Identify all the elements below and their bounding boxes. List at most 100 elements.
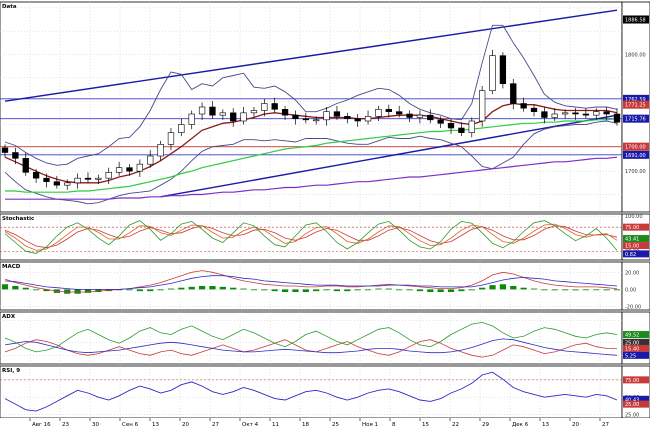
x-axis-label: Сен 6: [122, 422, 139, 428]
price-label-box: [623, 100, 649, 109]
candle-body: [385, 109, 392, 112]
candle-body: [530, 107, 538, 112]
adx-value-box: [623, 338, 649, 346]
di-minus-line: [4, 339, 617, 358]
candle-body: [510, 83, 517, 104]
macd-histogram-bar: [261, 289, 268, 291]
candle-body: [364, 116, 372, 122]
macd-histogram-bar: [479, 287, 486, 290]
candle-body: [84, 177, 92, 180]
x-axis-label: 27: [602, 422, 609, 428]
macd-histogram-bar: [136, 289, 143, 292]
macd-histogram-bar: [147, 289, 154, 292]
stochastic-plot-area: [0, 213, 623, 261]
x-axis-label: 22: [452, 422, 459, 428]
macd-histogram-bar: [22, 287, 29, 290]
macd-histogram-bar: [427, 289, 434, 292]
ma-mid-line: [5, 118, 618, 193]
x-axis-label: 8: [392, 422, 396, 428]
rsi-line: [4, 371, 618, 412]
candle-body: [572, 112, 579, 115]
trend-line: [160, 114, 618, 198]
rsi-value-label: 75.00: [625, 378, 639, 384]
trend-line: [4, 9, 618, 102]
candle-body: [447, 123, 455, 129]
macd-histogram-bar: [313, 289, 320, 292]
candle-body: [64, 182, 71, 186]
stoch-value-label: 0.82: [625, 252, 636, 258]
stoch-d-line: [4, 223, 618, 251]
candle-body: [219, 112, 226, 116]
adx-value-box: [623, 331, 649, 339]
candle-body: [43, 177, 50, 182]
candle-body: [561, 112, 569, 115]
candle-body: [344, 116, 351, 119]
macd-histogram-bar: [209, 286, 216, 290]
adx-value-label: 49.52: [625, 333, 639, 339]
candle-body: [178, 124, 185, 133]
x-axis-label: Окт 4: [242, 422, 259, 428]
adx-value-box: [623, 351, 649, 359]
x-axis-area: [0, 418, 650, 428]
candle-body: [551, 113, 558, 118]
rsi-value-label: 25.00: [625, 402, 639, 408]
macd-histogram-bar: [33, 289, 40, 291]
macd-histogram-bar: [375, 288, 382, 290]
stoch-value-label: 43.41: [625, 237, 639, 243]
macd-histogram-bar: [323, 289, 330, 291]
macd-histogram-bar: [499, 284, 507, 290]
panel-title-data: Data: [2, 4, 17, 10]
adx-value-label: 15.40: [625, 346, 639, 352]
candle-body: [198, 106, 206, 115]
x-axis-label: 13: [542, 422, 549, 428]
macd-histogram-bar: [157, 289, 164, 291]
macd-histogram-bar: [178, 287, 185, 290]
stoch-value-box: [623, 250, 649, 258]
macd-histogram-bar: [582, 289, 589, 291]
x-axis-label: 18: [302, 422, 309, 428]
candle-body: [1, 147, 9, 153]
candle-body: [603, 111, 610, 115]
price-label: 1771.25: [625, 103, 646, 109]
x-axis-label: Ноя 1: [362, 422, 378, 428]
x-axis-label: 11: [272, 422, 279, 428]
candle-body: [188, 113, 195, 125]
bollinger-upper-line: [4, 24, 618, 166]
macd-histogram-bar: [562, 289, 569, 291]
stoch-y-tick-label: 100.00: [625, 214, 643, 220]
candle-body: [489, 55, 496, 91]
x-axis-label: 25: [332, 422, 339, 428]
macd-histogram-bar: [437, 289, 444, 292]
candle-body: [240, 112, 247, 122]
rsi-axis-area: [621, 365, 650, 419]
macd-histogram-bar: [271, 289, 278, 292]
adx-value-box: [623, 344, 649, 352]
x-axis-label: 27: [212, 422, 219, 428]
candle-body: [323, 111, 330, 121]
macd-histogram-bar: [188, 286, 195, 290]
candle-body: [396, 111, 403, 115]
macd-histogram-bar: [520, 287, 527, 290]
adx-value-label: 5.25: [625, 353, 636, 359]
candle-body: [593, 111, 600, 116]
candle-body: [354, 118, 361, 122]
adx-value-label: 25.00: [625, 340, 639, 346]
data-y-tick-label: 1800.00: [625, 53, 646, 59]
candle-body: [416, 114, 424, 118]
ma-long-line: [5, 156, 618, 200]
macd-histogram-bar: [281, 289, 289, 292]
candle-body: [458, 127, 465, 133]
macd-histogram-bar: [510, 286, 517, 290]
macd-axis-area: [621, 261, 650, 311]
candle-body: [105, 172, 112, 179]
rsi-plot-area: [0, 365, 623, 419]
candle-body: [613, 113, 621, 123]
x-axis-label: 20: [572, 422, 579, 428]
macd-histogram-bar: [406, 289, 413, 291]
macd-histogram-bar: [385, 288, 392, 290]
candle-body: [22, 158, 29, 173]
macd-histogram-bar: [489, 285, 496, 290]
macd-histogram-bar: [458, 289, 465, 292]
candle-body: [468, 120, 475, 133]
data-plot-area: [0, 1, 623, 213]
